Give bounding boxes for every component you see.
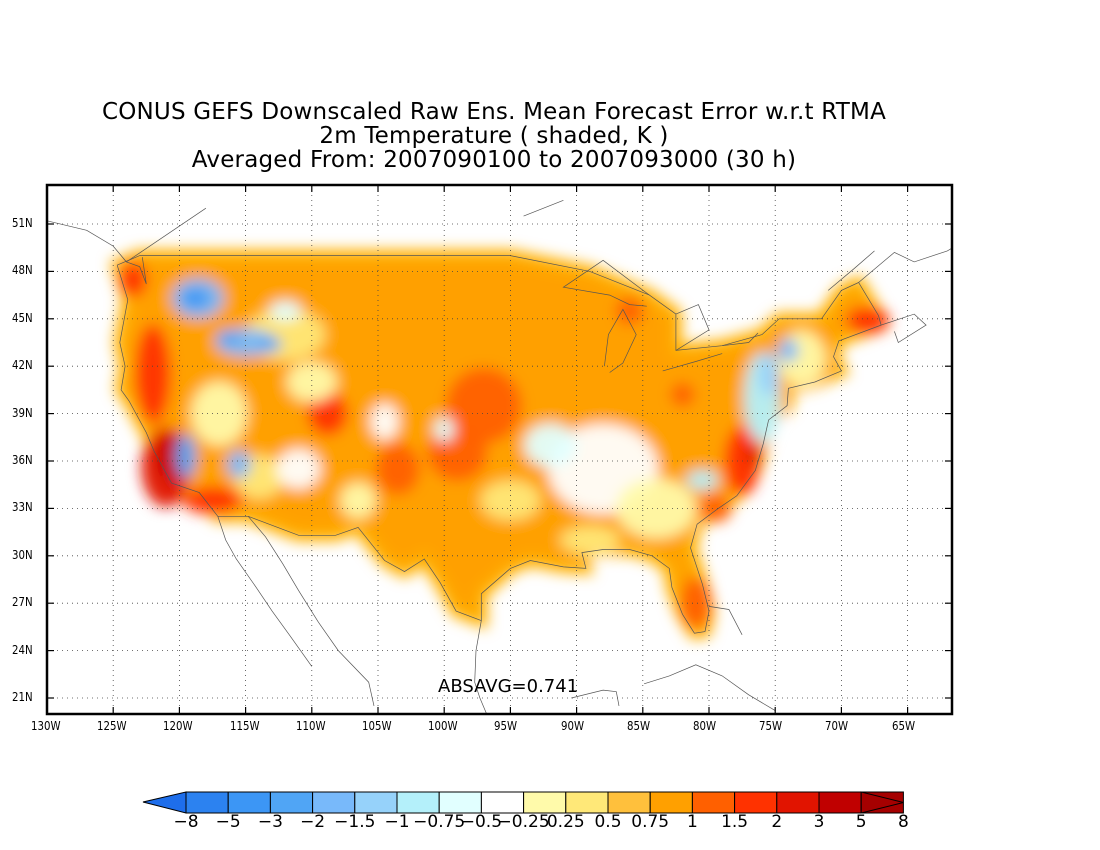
colorbar-label: 8 <box>897 812 909 832</box>
colorbar-swatch <box>649 791 693 814</box>
colorbar-label: 5 <box>855 812 867 832</box>
lon-label-100W: 100W <box>428 719 458 733</box>
map-frame <box>45 183 954 716</box>
lon-label-125W: 125W <box>97 719 127 733</box>
colorbar-swatch <box>565 791 609 814</box>
colorbar-swatch <box>438 791 482 814</box>
colorbar-swatch <box>354 791 398 814</box>
colorbar-swatch <box>312 791 356 814</box>
colorbar-label: 0.75 <box>631 812 670 832</box>
colorbar-swatch <box>734 791 778 814</box>
colorbar-label: −1.5 <box>334 812 376 832</box>
lon-label-70W: 70W <box>825 719 849 733</box>
lat-label-21N: 21N <box>12 690 33 704</box>
title-block: CONUS GEFS Downscaled Raw Ens. Mean Fore… <box>44 100 944 172</box>
lon-label-75W: 75W <box>759 719 783 733</box>
lon-label-115W: 115W <box>229 719 260 733</box>
colorbar-swatch <box>480 791 525 814</box>
colorbar-label: 3 <box>813 812 825 832</box>
error-field <box>109 249 890 640</box>
lon-label-65W: 65W <box>891 719 915 733</box>
lon-label-95W: 95W <box>494 719 518 733</box>
lat-label-42N: 42N <box>12 358 33 373</box>
colorbar-swatch <box>607 791 651 814</box>
colorbar-swatch <box>818 791 862 814</box>
colorbar-label: −2 <box>300 812 326 832</box>
title-line-1: CONUS GEFS Downscaled Raw Ens. Mean Fore… <box>101 99 887 125</box>
colorbar-arrow-low <box>142 791 187 814</box>
lat-label-36N: 36N <box>12 453 33 467</box>
colorbar-label: 0.5 <box>594 812 622 832</box>
lon-label-130W: 130W <box>31 719 61 733</box>
colorbar-label: 2 <box>771 812 783 832</box>
colorbar-swatch <box>269 791 314 814</box>
lon-label-80W: 80W <box>693 719 717 733</box>
colorbar-swatch <box>691 791 736 814</box>
colorbar-swatch <box>185 791 229 814</box>
colorbar-label: 1.5 <box>721 812 749 832</box>
colorbar-label: −1 <box>384 812 410 832</box>
colorbar-label: 0.25 <box>546 812 585 832</box>
lon-label-110W: 110W <box>295 719 326 733</box>
lat-label-45N: 45N <box>12 310 33 325</box>
absavg-annotation: ABSAVG=0.741 <box>438 676 579 697</box>
lat-label-39N: 39N <box>12 405 33 420</box>
lat-label-24N: 24N <box>12 642 33 657</box>
lat-label-27N: 27N <box>12 595 33 610</box>
colorbar-label: −0.75 <box>413 812 466 832</box>
graticule <box>47 185 952 714</box>
colorbar <box>142 791 904 814</box>
title-line-3: Averaged From: 2007090100 to 2007093000 … <box>191 147 797 173</box>
title-line-2: 2m Temperature ( shaded, K ) <box>319 123 669 149</box>
lat-label-48N: 48N <box>12 263 33 278</box>
colorbar-swatch <box>776 791 820 814</box>
colorbar-arrow-high <box>860 791 904 814</box>
lon-label-105W: 105W <box>362 719 392 733</box>
lon-label-85W: 85W <box>626 719 650 733</box>
colorbar-swatch <box>227 791 271 814</box>
colorbar-label: −8 <box>173 812 199 832</box>
colorbar-label: −5 <box>215 812 241 832</box>
colorbar-label: 1 <box>686 812 698 832</box>
lon-label-120W: 120W <box>163 719 193 733</box>
lon-label-90W: 90W <box>560 719 584 733</box>
colorbar-swatch <box>523 791 567 814</box>
lat-label-33N: 33N <box>12 500 33 515</box>
colorbar-label: −0.5 <box>460 812 503 832</box>
axis-ticks <box>46 185 952 714</box>
lat-label-51N: 51N <box>12 216 33 230</box>
colorbar-swatch <box>396 791 440 814</box>
coastlines <box>47 199 952 714</box>
colorbar-label: −3 <box>257 812 283 832</box>
lat-label-30N: 30N <box>12 547 33 562</box>
colorbar-label: −0.25 <box>497 812 550 832</box>
